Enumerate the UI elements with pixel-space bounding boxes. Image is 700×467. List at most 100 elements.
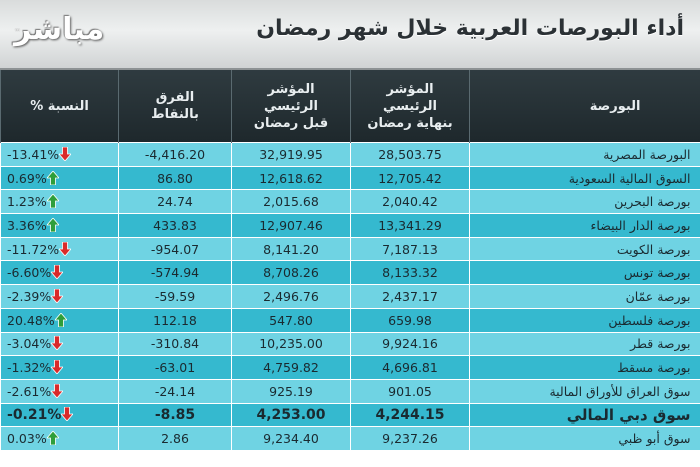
market-name-cell: سوق أبو ظبي: [469, 426, 700, 450]
pct-cell: 2.39%-: [0, 284, 119, 309]
diff-cell: 86.80: [118, 165, 232, 190]
start-index-cell: 925.19: [231, 378, 351, 404]
markets-table: البورصة المؤشر الرئيسي بنهاية رمضان المؤ…: [0, 70, 700, 450]
end-index-cell: 901.05: [350, 378, 470, 404]
up-arrow-icon: [54, 312, 67, 327]
diff-cell: 24.14-: [118, 378, 232, 404]
column-header-diff: الفرق بالنقاط: [118, 70, 232, 143]
market-name-cell: بورصة قطر: [469, 331, 700, 356]
diff-cell: 310.84-: [118, 331, 232, 356]
column-header-start-index: المؤشر الرئيسي قبل رمضان: [231, 70, 351, 143]
end-index-cell: 13,341.29: [350, 213, 470, 238]
pct-cell: 2.61%-: [0, 378, 119, 404]
table-row: البورصة المصرية 28,503.75 32,919.95 4,416.2…: [0, 142, 700, 167]
pct-cell: 1.32%-: [0, 355, 119, 380]
start-index-cell: 8,708.26: [231, 260, 351, 285]
down-arrow-icon: [51, 383, 64, 398]
diff-cell: 4,416.20-: [118, 142, 232, 167]
column-header-pct: النسبة %: [0, 70, 119, 143]
diff-cell: 574.94-: [118, 260, 232, 285]
start-index-cell: 2,496.76: [231, 284, 351, 309]
down-arrow-icon: [59, 241, 72, 256]
pct-cell: 3.04%-: [0, 331, 119, 356]
table-row: بورصة الكويت 7,187.13 8,141.20 954.07- 11.72…: [0, 236, 700, 261]
end-index-cell: 8,133.32: [350, 260, 470, 285]
page-title: أداء البورصات العربية خلال شهر رمضان: [256, 16, 684, 41]
end-index-cell: 7,187.13: [350, 236, 470, 261]
start-index-cell: 12,907.46: [231, 213, 351, 238]
market-name-cell: بورصة الكويت: [469, 236, 700, 261]
pct-cell: 13.41%-: [0, 142, 119, 167]
down-arrow-icon: [59, 146, 72, 161]
up-arrow-icon: [46, 194, 59, 209]
start-index-cell: 4,253.00: [231, 402, 351, 427]
diff-cell: 112.18: [118, 307, 232, 332]
pct-value: 11.72%-: [7, 241, 60, 257]
start-index-cell: 8,141.20: [231, 236, 351, 261]
pct-cell: 6.60%-: [0, 260, 119, 285]
down-arrow-icon: [51, 360, 64, 375]
market-name-cell: بورصة فلسطين: [469, 307, 700, 332]
end-index-cell: 2,040.42: [350, 189, 470, 214]
diff-cell: 63.01-: [118, 355, 232, 380]
start-index-cell: 9,234.40: [231, 426, 351, 450]
end-index-cell: 4,696.81: [350, 355, 470, 380]
start-index-cell: 12,618.62: [231, 165, 351, 190]
end-index-cell: 659.98: [350, 307, 470, 332]
down-arrow-icon: [51, 336, 64, 351]
table-row: بورصة تونس 8,133.32 8,708.26 574.94- 6.60%-: [0, 260, 700, 285]
table-row: سوق العراق للأوراق المالية 901.05 925.19 24…: [0, 378, 700, 404]
end-index-cell: 9,924.16: [350, 331, 470, 356]
table-header-row: البورصة المؤشر الرئيسي بنهاية رمضان المؤ…: [0, 70, 700, 143]
table-row: بورصة الدار البيضاء 13,341.29 12,907.46 433…: [0, 213, 700, 238]
market-name-cell: سوق دبي المالي: [469, 402, 700, 427]
mubasher-logo: مباشر: [14, 12, 105, 47]
pct-value: 2.61%-: [7, 383, 52, 399]
start-index-cell: 547.80: [231, 307, 351, 332]
table-row: بورصة قطر 9,924.16 10,235.00 310.84- 3.04%-: [0, 331, 700, 356]
header-bar: مباشر ™ أداء البورصات العربية خلال شهر ر…: [0, 0, 700, 70]
market-name-cell: البورصة المصرية: [469, 142, 700, 167]
table-row: بورصة مسقط 4,696.81 4,759.82 63.01- 1.32%-: [0, 355, 700, 380]
pct-value: 1.32%-: [7, 360, 52, 376]
pct-value: 13.41%-: [7, 146, 60, 162]
trademark-mark: ™: [14, 28, 21, 36]
market-name-cell: بورصة مسقط: [469, 355, 700, 380]
diff-cell: 59.59-: [118, 284, 232, 309]
diff-cell: 433.83: [118, 213, 232, 238]
table-row: بورصة البحرين 2,040.42 2,015.68 24.74 1.23%: [0, 189, 700, 214]
pct-cell: 0.03%: [0, 426, 119, 450]
pct-cell: 0.21%-: [0, 402, 119, 427]
diff-cell: 2.86: [118, 426, 232, 450]
pct-value: 2.39%-: [7, 288, 52, 304]
table-row: بورصة عمّان 2,437.17 2,496.76 59.59- 2.39%-: [0, 284, 700, 309]
diff-cell: 24.74: [118, 189, 232, 214]
pct-cell: 0.69%: [0, 165, 119, 190]
down-arrow-icon: [61, 406, 74, 421]
start-index-cell: 2,015.68: [231, 189, 351, 214]
pct-value: 20.48%: [7, 312, 55, 328]
table-row: السوق المالية السعودية 12,705.42 12,618.62…: [0, 165, 700, 190]
market-name-cell: بورصة الدار البيضاء: [469, 213, 700, 238]
end-index-cell: 2,437.17: [350, 284, 470, 309]
market-name-cell: بورصة عمّان: [469, 284, 700, 309]
end-index-cell: 12,705.42: [350, 165, 470, 190]
pct-value: 0.21%-: [7, 406, 62, 423]
market-name-cell: سوق العراق للأوراق المالية: [469, 378, 700, 404]
pct-value: 0.03%: [7, 431, 47, 447]
up-arrow-icon: [46, 431, 59, 446]
table-row: سوق دبي المالي 4,244.15 4,253.00 8.85- 0.21%…: [0, 402, 700, 427]
pct-value: 0.69%: [7, 170, 47, 186]
pct-cell: 20.48%: [0, 307, 119, 332]
pct-cell: 1.23%: [0, 189, 119, 214]
table-row: بورصة فلسطين 659.98 547.80 112.18 20.48%: [0, 307, 700, 332]
pct-cell: 3.36%: [0, 213, 119, 238]
diff-cell: 954.07-: [118, 236, 232, 261]
diff-cell: 8.85-: [118, 402, 232, 427]
pct-cell: 11.72%-: [0, 236, 119, 261]
table-row: سوق أبو ظبي 9,237.26 9,234.40 2.86 0.03%: [0, 426, 700, 450]
start-index-cell: 10,235.00: [231, 331, 351, 356]
column-header-market: البورصة: [469, 70, 700, 143]
market-name-cell: بورصة البحرين: [469, 189, 700, 214]
